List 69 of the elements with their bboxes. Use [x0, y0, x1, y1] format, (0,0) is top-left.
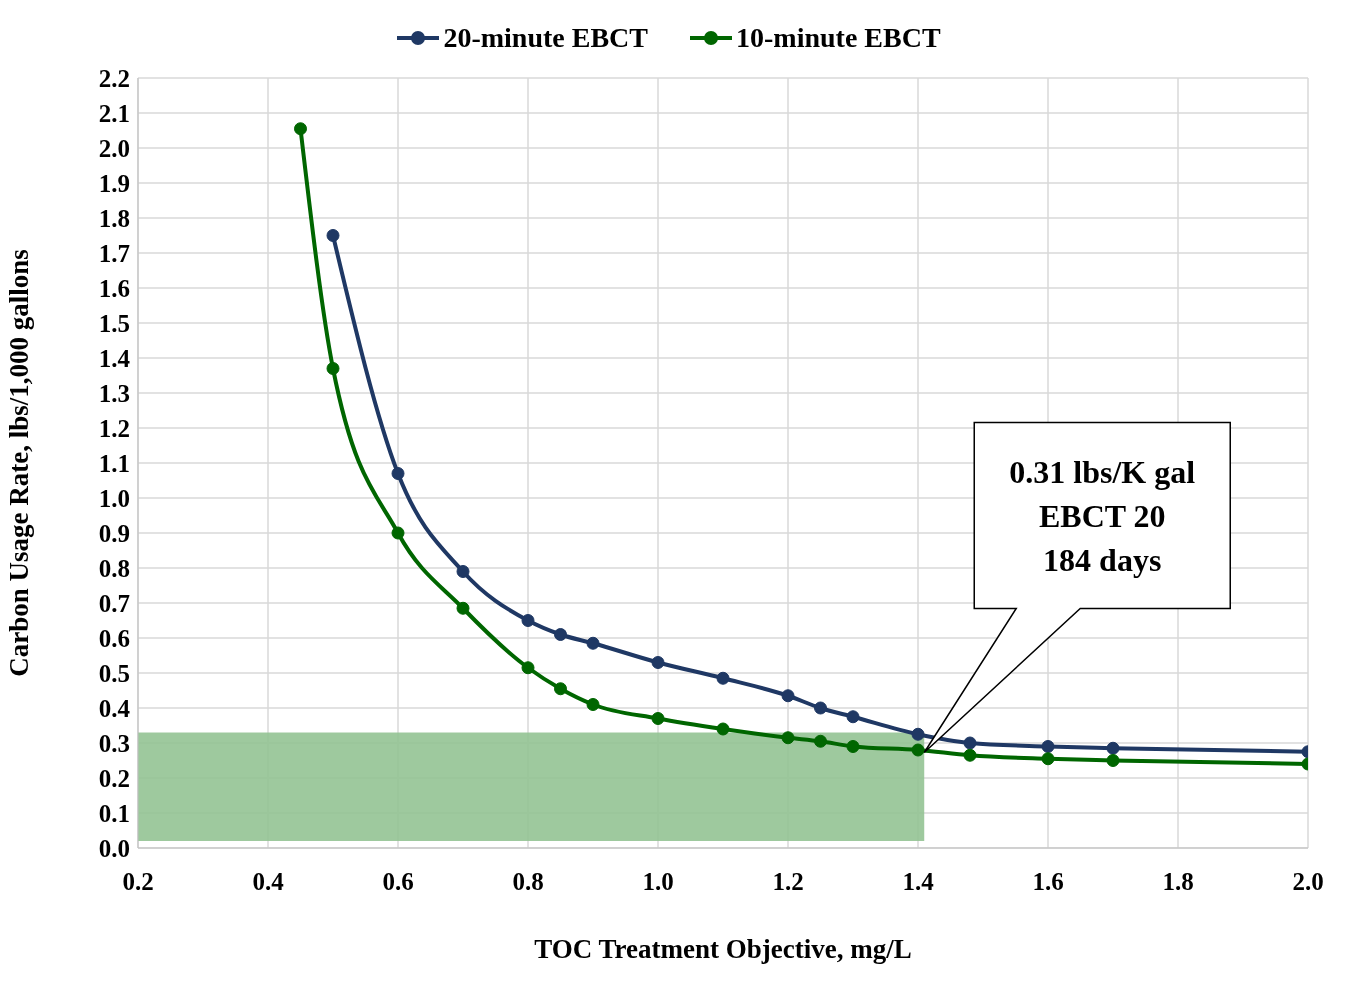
point — [1106, 754, 1120, 767]
y-tick-label: 1.3 — [98, 379, 130, 407]
point — [651, 656, 665, 669]
point — [554, 628, 567, 641]
y-tick-label: 0.3 — [98, 729, 130, 757]
legend-label: 20-minute EBCT — [443, 22, 648, 54]
y-tick-label: 0.4 — [98, 694, 131, 722]
x-tick-label: 1.6 — [1032, 867, 1064, 895]
point — [781, 731, 795, 745]
point — [326, 362, 340, 375]
y-tick-label: 0.8 — [98, 554, 130, 582]
y-tick-label: 2.0 — [98, 134, 130, 162]
point — [456, 565, 470, 578]
x-tick-label: 1.0 — [642, 867, 674, 895]
point — [911, 743, 925, 757]
x-tick-label: 1.2 — [772, 867, 804, 895]
point — [456, 601, 470, 615]
y-tick-label: 1.6 — [98, 274, 130, 302]
y-tick-label: 0.9 — [98, 519, 130, 547]
y-tick-label: 1.5 — [98, 309, 130, 337]
point — [521, 614, 535, 627]
x-tick-label: 0.2 — [122, 867, 154, 895]
x-tick-label: 1.4 — [902, 867, 935, 895]
y-tick-label: 2.2 — [98, 64, 130, 92]
point — [554, 682, 567, 696]
y-tick-label: 1.0 — [98, 484, 130, 512]
point — [814, 734, 827, 748]
point — [586, 698, 600, 711]
x-tick-label: 0.8 — [512, 867, 544, 895]
point — [814, 701, 827, 715]
point — [911, 727, 925, 741]
point — [1106, 741, 1120, 755]
legend-label: 10-minute EBCT — [736, 22, 941, 54]
y-tick-label: 2.1 — [98, 99, 130, 127]
point — [391, 526, 405, 540]
point — [716, 722, 730, 736]
point — [326, 229, 340, 242]
y-tick-label: 0.7 — [98, 589, 130, 617]
point — [963, 748, 977, 762]
y-axis-title: Carbon Usage Rate, lbs/1,000 gallons — [3, 249, 34, 677]
y-tick-label: 1.1 — [98, 449, 130, 477]
x-tick-label: 1.8 — [1162, 867, 1194, 895]
x-tick-label: 2.0 — [1292, 867, 1324, 895]
y-tick-label: 0.2 — [98, 764, 130, 792]
point — [391, 467, 405, 480]
point — [521, 661, 535, 675]
point — [716, 671, 730, 685]
point — [586, 636, 600, 650]
point — [651, 712, 665, 725]
point — [846, 740, 860, 753]
point — [1041, 740, 1055, 753]
y-tick-label: 0.1 — [98, 799, 130, 827]
y-tick-label: 0.5 — [98, 659, 130, 687]
point — [781, 689, 795, 703]
x-tick-label: 0.6 — [382, 867, 414, 895]
point — [963, 736, 977, 750]
y-tick-label: 1.9 — [98, 169, 130, 197]
y-tick-label: 0.0 — [98, 834, 130, 862]
point — [294, 122, 307, 136]
x-axis-title: TOC Treatment Objective, mg/L — [534, 934, 912, 964]
y-tick-label: 1.4 — [98, 344, 131, 372]
x-tick-label: 0.4 — [252, 867, 285, 895]
y-tick-label: 0.6 — [98, 624, 130, 652]
y-tick-label: 1.7 — [98, 239, 130, 267]
point — [846, 710, 860, 724]
y-tick-label: 1.2 — [98, 414, 130, 442]
point — [1041, 752, 1055, 766]
annotation: 0.31 lbs/K gal EBCT 20 184 days — [1009, 453, 1196, 578]
y-tick-label: 1.8 — [98, 204, 130, 232]
